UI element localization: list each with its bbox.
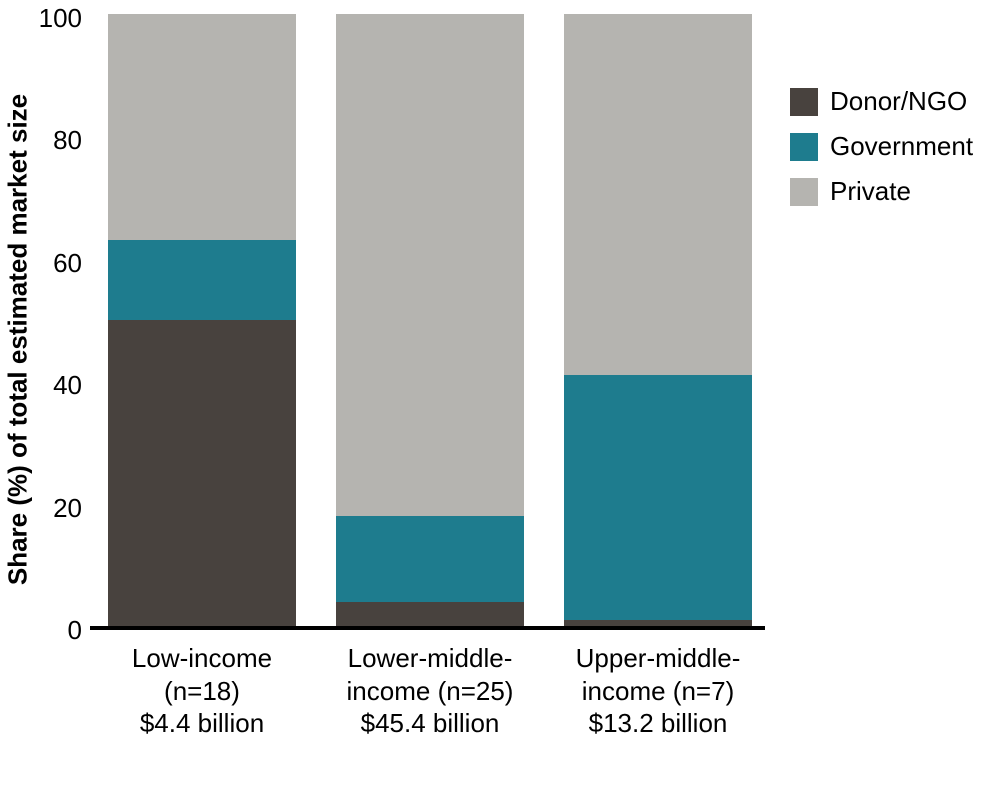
y-axis-label: Share (%) of total estimated market size [3, 94, 34, 585]
bar-segment-government [336, 516, 524, 602]
legend: Donor/NGO Government Private [790, 86, 973, 221]
bar-group [564, 14, 752, 626]
y-tick-label: 40 [53, 370, 82, 401]
bar-segment-donor-ngo [108, 320, 296, 626]
bar-segment-private [336, 14, 524, 516]
bar-group [108, 14, 296, 626]
legend-item: Donor/NGO [790, 86, 973, 117]
legend-swatch [790, 178, 818, 206]
legend-text: Government [830, 131, 973, 162]
bar-group [336, 14, 524, 626]
y-tick-label: 0 [68, 615, 82, 646]
x-category-label-line: Lower-middle- [328, 642, 532, 675]
y-tick-label: 80 [53, 125, 82, 156]
bar-segment-donor-ngo [336, 602, 524, 626]
legend-swatch [790, 133, 818, 161]
x-category-label-line: $45.4 billion [328, 707, 532, 740]
y-tick-label: 20 [53, 493, 82, 524]
bar-segment-government [108, 240, 296, 320]
x-category-label-line: income (n=25) [328, 675, 532, 708]
bar-segment-private [564, 14, 752, 375]
chart-container: Share (%) of total estimated market size… [0, 0, 1000, 785]
x-category-label: Lower-middle-income (n=25)$45.4 billion [328, 642, 532, 740]
plot-area [90, 18, 765, 630]
x-category-label: Upper-middle-income (n=7)$13.2 billion [556, 642, 760, 740]
bar-segment-government [564, 375, 752, 620]
x-category-label: Low-income(n=18)$4.4 billion [100, 642, 304, 740]
legend-item: Private [790, 176, 973, 207]
x-category-label-line: income (n=7) [556, 675, 760, 708]
legend-text: Private [830, 176, 911, 207]
y-tick-label: 100 [39, 3, 82, 34]
legend-text: Donor/NGO [830, 86, 967, 117]
x-category-label-line: $13.2 billion [556, 707, 760, 740]
x-category-label-line: Upper-middle- [556, 642, 760, 675]
bar-segment-donor-ngo [564, 620, 752, 626]
legend-item: Government [790, 131, 973, 162]
y-tick-label: 60 [53, 248, 82, 279]
x-category-label-line: Low-income [100, 642, 304, 675]
legend-swatch [790, 88, 818, 116]
x-category-label-line: (n=18) [100, 675, 304, 708]
x-category-label-line: $4.4 billion [100, 707, 304, 740]
bar-segment-private [108, 14, 296, 240]
